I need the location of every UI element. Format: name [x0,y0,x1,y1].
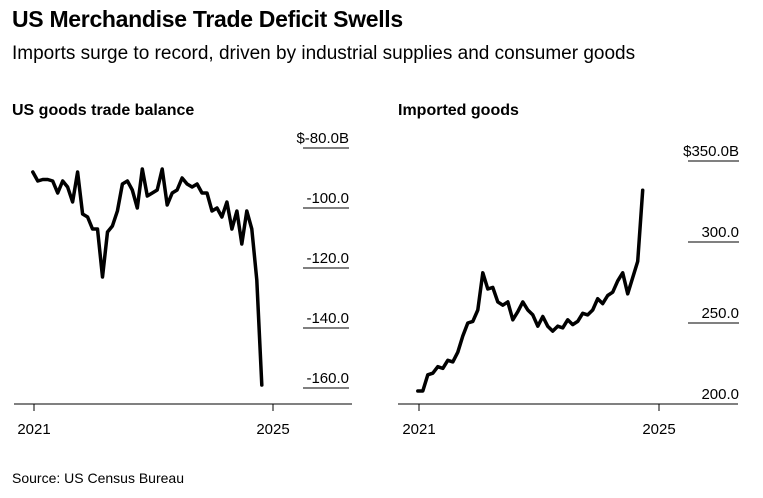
trade-balance-ytick-label: -160.0 [306,370,349,387]
trade-balance-panel-title: US goods trade balance [12,102,195,119]
trade-balance-ytick-label: $-80.0B [296,130,349,147]
imported-goods-series-line [416,188,645,393]
trade-balance-series-line [31,167,264,387]
trade-balance-ytick-label: -120.0 [306,250,349,267]
imported-goods-xtick-label: 2025 [642,421,675,438]
imported-goods-ytick-label: $350.0B [683,143,739,160]
source-note: Source: US Census Bureau [12,470,184,486]
trade-balance-xtick-label: 2021 [17,421,50,438]
imported-goods-panel-title: Imported goods [398,102,519,119]
chart-subtitle: Imports surge to record, driven by indus… [12,43,636,64]
chart-title: US Merchandise Trade Deficit Swells [12,6,403,32]
imported-goods-ytick-label: 250.0 [701,305,739,322]
trade-balance-xtick-label: 2025 [256,421,289,438]
imported-goods-xtick-label: 2021 [402,421,435,438]
trade-balance-ytick-label: -100.0 [306,190,349,207]
trade-balance-ytick-label: -140.0 [306,310,349,327]
imported-goods-ytick-label: 300.0 [701,224,739,241]
imported-goods-ytick-label: 200.0 [701,386,739,403]
